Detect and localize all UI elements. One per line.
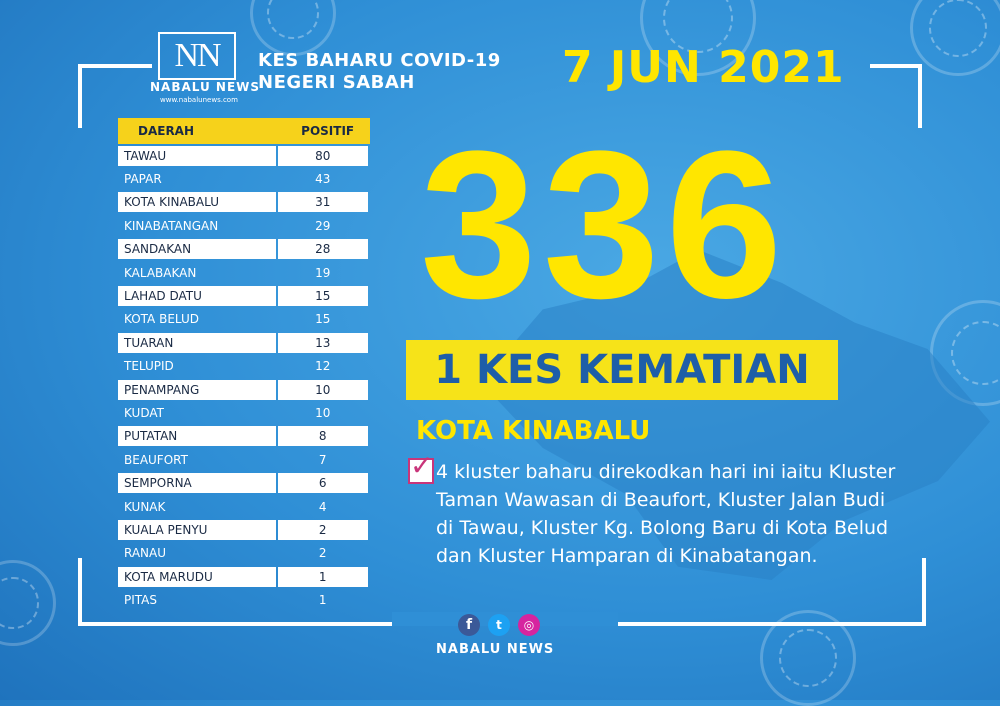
table-row: RANAU 2	[118, 542, 370, 565]
table-row: SANDAKAN 28	[118, 238, 370, 261]
positive-cell: 15	[277, 286, 368, 307]
district-cell: TUARAN	[118, 332, 276, 353]
table-row: KALABAKAN 19	[118, 261, 370, 284]
positive-cell: 28	[277, 239, 368, 260]
instagram-icon[interactable]: ◎	[518, 614, 540, 636]
table-row: KUALA PENYU 2	[118, 518, 370, 541]
district-cell: PENAMPANG	[118, 379, 276, 400]
district-cell: RANAU	[124, 546, 167, 561]
brand-url: www.nabalunews.com	[160, 96, 238, 104]
district-cell: KOTA BELUD	[124, 312, 200, 327]
virus-decoration	[910, 0, 1000, 76]
table-row: TUARAN 13	[118, 331, 370, 354]
positive-cell: 29	[315, 218, 331, 233]
district-cell: KOTA MARUDU	[118, 566, 276, 587]
positive-cell: 2	[277, 519, 368, 540]
table-row: SEMPORNA 6	[118, 471, 370, 494]
table-row: KOTA KINABALU 31	[118, 191, 370, 214]
positive-cell: 43	[315, 172, 331, 187]
death-location: KOTA KINABALU	[416, 416, 651, 446]
logo-letters: NN	[174, 37, 221, 74]
table-row: BEAUFORT 7	[118, 448, 370, 471]
district-cell: PUTATAN	[118, 426, 276, 447]
brand-name: NABALU NEWS	[150, 80, 261, 94]
positive-cell: 19	[315, 265, 331, 280]
death-count: 1 KES KEMATIAN	[434, 347, 810, 393]
positive-cell: 2	[318, 546, 327, 561]
positive-cell: 6	[277, 473, 368, 494]
district-cell: PITAS	[124, 593, 157, 608]
positive-cell: 7	[318, 452, 327, 467]
district-cell: KUDAT	[124, 405, 164, 420]
frame-corner	[78, 64, 152, 128]
table-row: PENAMPANG 10	[118, 378, 370, 401]
positive-cell: 8	[277, 426, 368, 447]
header-district: DAERAH	[138, 124, 195, 138]
table-row: PAPAR 43	[118, 167, 370, 190]
virus-decoration	[250, 0, 336, 56]
positive-cell: 1	[318, 593, 327, 608]
total-cases: 336	[420, 107, 789, 342]
positive-cell: 80	[277, 145, 368, 166]
table-row: TAWAU 80	[118, 144, 370, 167]
positive-cell: 10	[315, 405, 331, 420]
table-row: LAHAD DATU 15	[118, 284, 370, 307]
district-cell: PAPAR	[124, 172, 162, 187]
cluster-note: 4 kluster baharu direkodkan hari ini iai…	[436, 461, 896, 567]
table-header: DAERAH POSITIF	[118, 118, 370, 144]
district-cell: KINABATANGAN	[124, 218, 219, 233]
title-line-2: NEGERI SABAH	[258, 72, 415, 93]
table-row: KUNAK 4	[118, 495, 370, 518]
district-cell: KOTA KINABALU	[118, 192, 276, 213]
table-row: KINABATANGAN 29	[118, 214, 370, 237]
check-mark-icon: ✓	[410, 449, 434, 482]
report-date: 7 JUN 2021	[562, 42, 845, 93]
table-row: KOTA BELUD 15	[118, 308, 370, 331]
district-cell: KUNAK	[124, 499, 166, 514]
table-row: PUTATAN 8	[118, 425, 370, 448]
positive-cell: 10	[277, 379, 368, 400]
title-line-1: KES BAHARU COVID-19	[258, 50, 501, 71]
table-row: PITAS 1	[118, 588, 370, 611]
page-title: KES BAHARU COVID-19 NEGERI SABAH	[258, 50, 501, 94]
positive-cell: 13	[277, 332, 368, 353]
death-banner: 1 KES KEMATIAN	[406, 340, 838, 400]
table-row: TELUPID 12	[118, 355, 370, 378]
checkbox-icon: ✓	[408, 452, 434, 484]
district-cell: LAHAD DATU	[118, 286, 276, 307]
district-cell: TELUPID	[124, 359, 174, 374]
positive-cell: 31	[277, 192, 368, 213]
district-cell: SEMPORNA	[118, 473, 276, 494]
table-row: KUDAT 10	[118, 401, 370, 424]
table-row: KOTA MARUDU 1	[118, 565, 370, 588]
frame-corner	[870, 64, 922, 128]
district-cell: KUALA PENYU	[118, 519, 276, 540]
positive-cell: 4	[318, 499, 327, 514]
district-cell: TAWAU	[118, 145, 276, 166]
facebook-icon[interactable]: f	[458, 614, 480, 636]
district-cell: KALABAKAN	[124, 265, 197, 280]
district-cell: BEAUFORT	[124, 452, 188, 467]
footer-brand: NABALU NEWS	[436, 642, 555, 657]
positive-cell: 12	[315, 359, 331, 374]
virus-decoration	[0, 560, 56, 646]
header-positive: POSITIF	[301, 124, 355, 138]
brand-logo: NN	[158, 32, 236, 80]
positive-cell: 1	[277, 566, 368, 587]
table-body: TAWAU 80 PAPAR 43 KOTA KINABALU 31 KINABATANGA…	[118, 144, 370, 612]
twitter-icon[interactable]: t	[488, 614, 510, 636]
positive-cell: 15	[315, 312, 331, 327]
district-cases-table: DAERAH POSITIF TAWAU 80 PAPAR 43 KOTA KINABA…	[118, 118, 370, 612]
district-cell: SANDAKAN	[118, 239, 276, 260]
